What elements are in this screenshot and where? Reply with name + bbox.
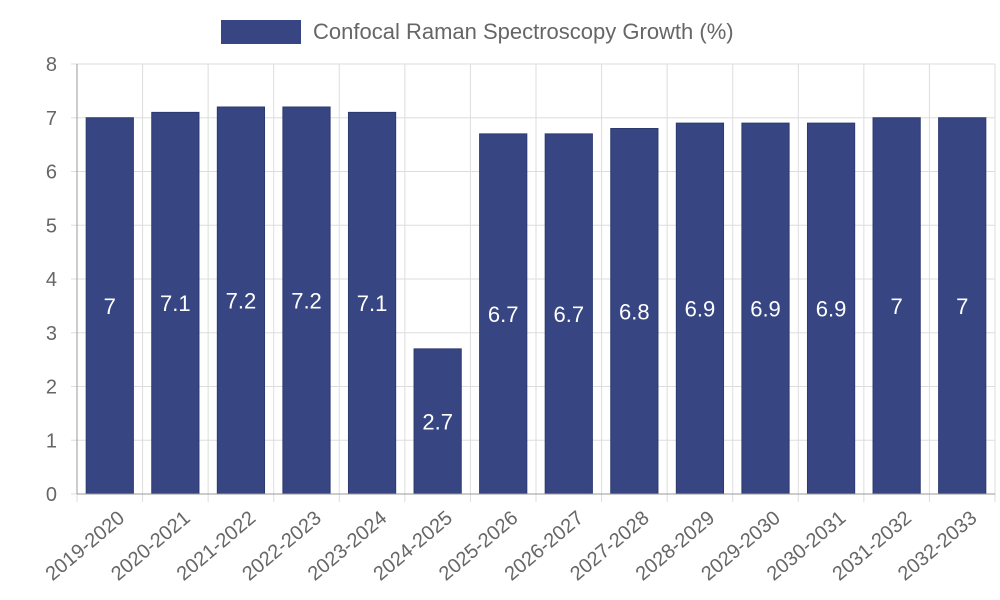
bar[interactable]: [347, 111, 397, 495]
legend-label: Confocal Raman Spectroscopy Growth (%): [313, 19, 734, 44]
bar[interactable]: [675, 122, 725, 495]
bar-value-label: 7.1: [357, 291, 388, 316]
bar-value-label: 7: [891, 294, 903, 319]
bar[interactable]: [610, 128, 659, 495]
y-tick-label: 1: [46, 430, 57, 452]
bar[interactable]: [216, 106, 266, 495]
bar-value-label: 6.9: [816, 297, 847, 322]
legend[interactable]: Confocal Raman Spectroscopy Growth (%): [221, 19, 734, 44]
bar[interactable]: [872, 117, 921, 495]
bar-value-label: 6.9: [685, 297, 716, 322]
y-tick-label: 6: [46, 162, 57, 184]
bar[interactable]: [479, 133, 528, 495]
bar-value-label: 6.7: [553, 302, 584, 327]
y-tick-label: 2: [46, 377, 57, 399]
bar-value-label: 6.9: [750, 297, 781, 322]
bar[interactable]: [806, 122, 856, 495]
legend-swatch: [221, 20, 301, 44]
bars: [85, 106, 987, 495]
bar-value-label: 7: [956, 294, 968, 319]
bar[interactable]: [544, 133, 593, 495]
bar-value-label: 6.8: [619, 299, 650, 324]
y-tick-label: 8: [46, 54, 57, 76]
y-tick-label: 3: [46, 323, 57, 345]
bar[interactable]: [85, 117, 134, 495]
data-labels: 7 7.1 7.2 7.2 7.1 2.7 6.7 6.7 6.8 6.9 6.9 6.9 7 7: [104, 289, 969, 435]
bar-value-label: 2.7: [422, 409, 453, 434]
bar[interactable]: [413, 348, 462, 495]
y-tick-label: 4: [46, 269, 57, 291]
bar[interactable]: [151, 111, 200, 495]
y-tick-label: 0: [46, 484, 57, 506]
grid: [71, 63, 996, 502]
y-tick-label: 5: [46, 215, 57, 237]
bar[interactable]: [741, 122, 790, 495]
bar-value-label: 6.7: [488, 302, 519, 327]
bar-value-label: 7: [104, 294, 116, 319]
bar-value-label: 7.2: [291, 289, 322, 314]
bar[interactable]: [938, 117, 987, 495]
y-tick-label: 7: [46, 108, 57, 130]
bar-value-label: 7.1: [160, 291, 191, 316]
bar[interactable]: [282, 106, 331, 495]
bar-value-label: 7.2: [226, 289, 257, 314]
